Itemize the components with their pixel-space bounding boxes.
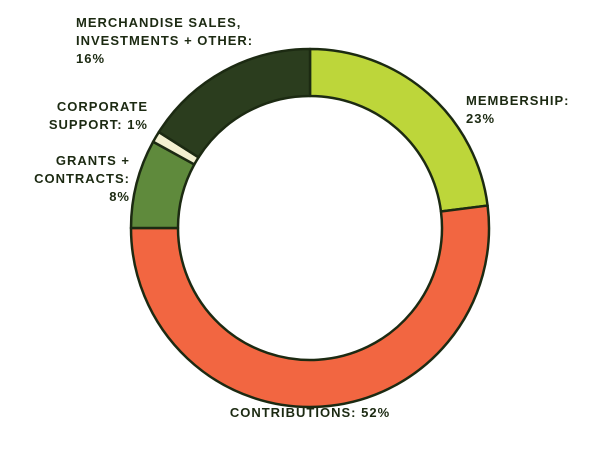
value-label: 52% <box>361 405 391 420</box>
donut-segment <box>308 47 489 213</box>
segment-label: MERCHANDISE SALES, INVESTMENTS + OTHER: … <box>76 14 264 68</box>
donut-segment <box>129 204 491 409</box>
donut-segment <box>157 47 312 159</box>
value-label: 23% <box>466 111 496 126</box>
value-label: 16% <box>76 51 106 66</box>
category-label: GRANTS + CONTRACTS: <box>34 153 130 186</box>
category-label: CORPORATE SUPPORT: <box>48 99 148 132</box>
category-label: CONTRIBUTIONS: <box>229 405 357 420</box>
value-label: 8% <box>109 189 130 204</box>
value-label: 1% <box>127 117 148 132</box>
segment-label: GRANTS + CONTRACTS: 8% <box>30 152 130 206</box>
category-label: MERCHANDISE SALES, INVESTMENTS + OTHER: <box>76 15 254 48</box>
segment-label: CONTRIBUTIONS: 52% <box>150 404 470 422</box>
category-label: MEMBERSHIP: <box>466 93 570 108</box>
segment-label: CORPORATE SUPPORT: 1% <box>18 98 148 134</box>
segment-label: MEMBERSHIP: 23% <box>466 92 586 128</box>
